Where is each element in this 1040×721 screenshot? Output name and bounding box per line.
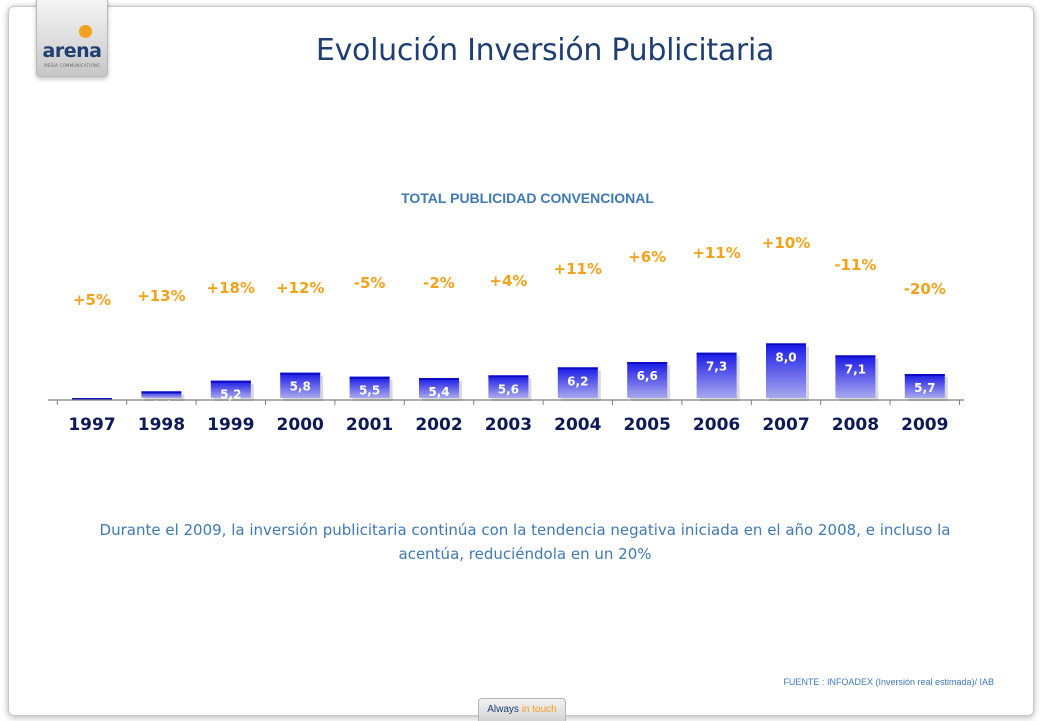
growth-label: -2% — [423, 274, 455, 292]
x-tick-label: 2004 — [554, 415, 601, 435]
chart-title: TOTAL PUBLICIDAD CONVENCIONAL — [401, 190, 654, 206]
source-note: FUENTE : INFOADEX (Inversión real estima… — [783, 677, 994, 687]
x-tick-label: 2007 — [762, 415, 809, 435]
bar-top-edge — [349, 376, 390, 379]
bar-2002 — [419, 378, 459, 398]
bar-2008 — [835, 355, 876, 398]
logo-text: arena — [42, 40, 102, 62]
bar-top-edge — [419, 378, 459, 381]
bar-2009 — [904, 374, 945, 398]
bar-value-label: 7,1 — [845, 362, 866, 376]
bar-value-label: 6,6 — [637, 369, 658, 383]
x-tick-label: 2009 — [901, 415, 948, 435]
bar-2001 — [349, 376, 390, 398]
logo-subtext: MEDIA COMMUNICATIONS — [44, 63, 100, 68]
growth-label: +18% — [207, 279, 255, 297]
growth-label: +13% — [137, 287, 185, 305]
bar-top-edge — [488, 375, 529, 378]
logo-dot-icon — [79, 25, 92, 38]
bar-value-label: 5,8 — [290, 380, 311, 394]
bar-top-edge — [557, 367, 598, 370]
bar-top-edge — [141, 391, 182, 394]
bar-2000 — [280, 372, 321, 398]
arena-logo: arena MEDIA COMMUNICATIONS — [36, 0, 108, 77]
bar-top-edge — [835, 355, 876, 358]
bar-top-edge — [72, 398, 112, 401]
x-tick-label: 2002 — [415, 415, 462, 435]
bar-value-label: 5,6 — [498, 382, 519, 396]
bar-top-edge — [627, 362, 668, 365]
growth-label: -5% — [354, 274, 386, 292]
x-tick-label: 2006 — [693, 415, 740, 435]
page-title: Evolución Inversión Publicitaria — [315, 33, 775, 68]
growth-label: +6% — [628, 248, 666, 266]
x-tick-label: 1999 — [207, 415, 254, 435]
bar-value-label: 3,9 — [81, 405, 102, 419]
growth-label: +5% — [73, 291, 111, 309]
x-tick-label: 1998 — [138, 415, 185, 435]
bar-2006 — [696, 352, 737, 398]
bar-value-label: 5,7 — [914, 381, 935, 395]
growth-label: +4% — [489, 272, 527, 290]
growth-label: +11% — [554, 260, 602, 278]
x-tick-label: 2003 — [485, 415, 532, 435]
tagline-in-touch: in touch — [521, 704, 557, 715]
tagline-always: Always — [487, 704, 522, 715]
bar-value-label: 5,5 — [359, 384, 380, 398]
bar-top-edge — [766, 343, 806, 346]
bar-value-label: 6,2 — [567, 374, 588, 388]
bar-value-label: 7,3 — [706, 360, 727, 374]
bar-top-edge — [210, 380, 251, 383]
bar-value-label: 4,4 — [151, 398, 172, 412]
x-tick-label: 2000 — [277, 415, 324, 435]
caption-text: Durante el 2009, la inversión publicitar… — [99, 521, 951, 563]
bar-top-edge — [280, 372, 321, 375]
growth-label: -20% — [904, 280, 946, 298]
growth-label: +10% — [762, 234, 810, 252]
bar-top-edge — [696, 352, 737, 355]
growth-label: +12% — [276, 279, 324, 297]
x-tick-label: 2005 — [624, 415, 671, 435]
x-tick-label: 2008 — [832, 415, 879, 435]
bar-1999 — [210, 380, 251, 398]
growth-label: +11% — [692, 244, 740, 262]
bar-value-label: 8,0 — [775, 350, 796, 364]
bar-2007 — [766, 343, 806, 398]
growth-label: -11% — [834, 256, 876, 274]
bar-2003 — [488, 375, 529, 398]
bar-2004 — [557, 367, 598, 398]
bar-value-label: 5,4 — [428, 385, 449, 399]
bar-top-edge — [904, 374, 945, 377]
x-tick-label: 2001 — [346, 415, 393, 435]
bar-1998 — [141, 391, 182, 398]
tagline-badge: Always in touch — [478, 698, 566, 721]
bar-2005 — [627, 362, 668, 398]
x-tick-label: 1997 — [68, 415, 115, 435]
bar-value-label: 5,2 — [220, 388, 241, 402]
